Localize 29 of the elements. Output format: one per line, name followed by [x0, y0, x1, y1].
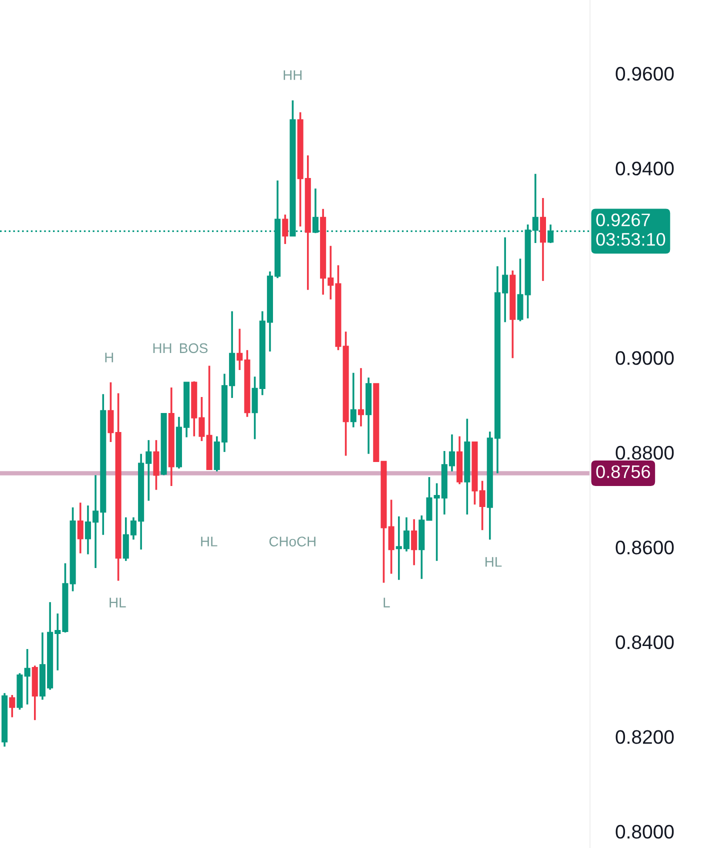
- annotation: HL: [486, 557, 502, 567]
- candlestick: [388, 498, 394, 575]
- annotation: HH: [284, 70, 302, 80]
- candlestick: [77, 502, 84, 554]
- candlestick: [350, 372, 356, 428]
- annotation: BOS: [180, 343, 208, 354]
- y-tick-label: 0.8800: [616, 446, 674, 460]
- candlestick: [358, 367, 364, 428]
- y-tick-label: 0.8000: [616, 824, 674, 839]
- y-tick-label: 0.8600: [616, 540, 674, 554]
- candlestick: [411, 518, 418, 566]
- candlestick: [282, 214, 288, 245]
- y-tick-label: 0.9400: [616, 162, 674, 176]
- y-tick-label: 0.9600: [616, 66, 674, 81]
- annotation: HH: [153, 343, 172, 353]
- y-tick-label: 0.9000: [616, 351, 674, 365]
- ref-line-label: 0.8756: [596, 465, 650, 478]
- annotation: L: [384, 598, 390, 608]
- ref-line-label: 0.9267 03:53:10: [596, 214, 666, 246]
- annotation: CHoCH: [269, 536, 316, 546]
- candlestick: [24, 648, 30, 706]
- annotation: HL: [201, 536, 218, 546]
- candlestick: [153, 439, 160, 491]
- candlestick: [108, 381, 114, 443]
- annotation: HL: [110, 598, 126, 608]
- candlestick: [9, 694, 16, 718]
- y-tick-label: 0.8200: [616, 730, 674, 744]
- annotation: H: [105, 352, 114, 362]
- y-tick-label: 0.8400: [616, 635, 674, 650]
